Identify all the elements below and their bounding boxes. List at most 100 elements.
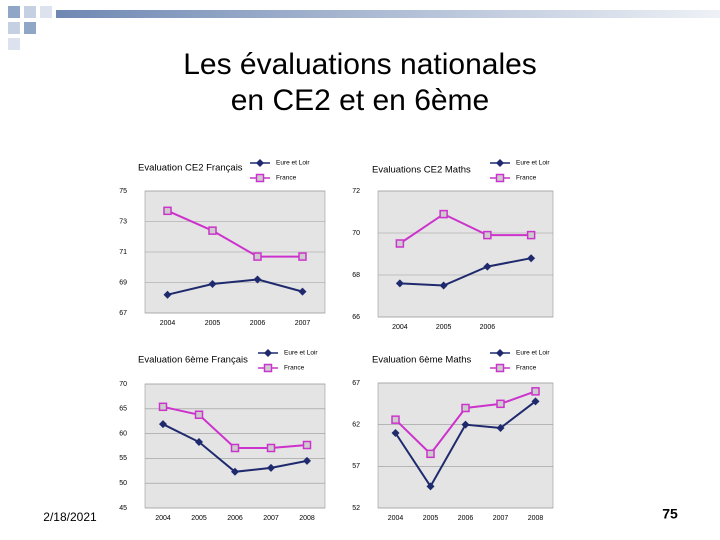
x-tick-label: 2005 (205, 320, 221, 327)
point (230, 443, 240, 453)
point (253, 275, 262, 284)
point (496, 349, 504, 357)
y-tick-label: 67 (119, 310, 127, 317)
point (531, 397, 540, 406)
chart-title: Evaluations CE2 Maths (372, 165, 471, 176)
slide-title: en CE2 et en 6ème (231, 84, 490, 117)
chart-title: Evaluation 6ème Maths (372, 355, 472, 366)
x-tick-label: 2007 (493, 515, 509, 522)
y-tick-label: 57 (352, 463, 360, 470)
y-tick-label: 75 (119, 188, 127, 195)
y-tick-label: 68 (352, 272, 360, 279)
y-tick-label: 52 (352, 505, 360, 512)
point (391, 415, 400, 424)
date: 2/18/2021 (43, 510, 97, 524)
series-line (399, 257, 532, 287)
point (256, 159, 264, 167)
x-tick-label: 2006 (480, 324, 496, 331)
legend-label: France (516, 175, 537, 182)
decoration (8, 6, 720, 50)
legend-label: Eure et Loir (284, 350, 318, 357)
x-tick-label: 2007 (295, 320, 311, 327)
point (527, 254, 536, 263)
y-tick-label: 72 (352, 188, 360, 195)
point (439, 281, 448, 290)
page-number: 75 (662, 506, 678, 522)
point (159, 420, 167, 429)
y-tick-label: 73 (119, 218, 127, 225)
legend-label: France (516, 365, 537, 372)
point (253, 252, 262, 261)
x-tick-label: 2006 (458, 515, 474, 522)
series-line (167, 209, 303, 258)
point (194, 410, 204, 420)
point (483, 230, 492, 240)
x-tick-label: 2004 (155, 515, 171, 522)
legend-label: Eure et Loir (276, 160, 310, 167)
x-tick-label: 2008 (528, 515, 544, 522)
series-line (167, 278, 303, 296)
point (483, 262, 492, 271)
x-tick-label: 2008 (299, 515, 315, 522)
x-tick-label: 2004 (160, 320, 176, 327)
x-tick-label: 2005 (191, 515, 207, 522)
chart-title: Evaluation CE2 Français (138, 163, 243, 174)
point (298, 287, 307, 296)
point (231, 467, 239, 476)
plot-area (377, 190, 554, 318)
point (461, 403, 470, 413)
point (496, 424, 505, 432)
y-tick-label: 66 (352, 314, 360, 321)
point (395, 239, 405, 248)
x-tick-label: 2006 (250, 320, 266, 327)
point (426, 482, 435, 491)
point (395, 279, 404, 288)
y-tick-label: 71 (119, 249, 127, 256)
point (531, 387, 540, 396)
point (267, 463, 275, 472)
point (439, 209, 448, 219)
legend-label: Eure et Loir (516, 160, 550, 167)
point (255, 173, 265, 183)
y-tick-label: 69 (119, 279, 127, 286)
legend-label: Eure et Loir (516, 350, 550, 357)
point (426, 449, 435, 459)
point (163, 290, 172, 299)
point (496, 159, 504, 167)
x-tick-label: 2004 (392, 324, 408, 331)
series-line (399, 212, 532, 245)
x-tick-label: 2006 (227, 515, 243, 522)
y-tick-label: 62 (352, 422, 360, 429)
y-tick-label: 67 (352, 380, 360, 387)
point (195, 438, 203, 447)
point (302, 440, 312, 450)
point (163, 206, 172, 216)
y-tick-label: 55 (119, 455, 127, 462)
legend-label: France (276, 175, 297, 182)
y-tick-label: 60 (119, 430, 127, 437)
y-tick-label: 45 (119, 505, 127, 512)
y-tick-label: 50 (119, 480, 127, 487)
point (303, 456, 311, 465)
x-tick-label: 2007 (263, 515, 279, 522)
y-tick-label: 65 (119, 406, 127, 413)
point (495, 173, 505, 183)
slide-title: Les évaluations nationales (183, 48, 537, 81)
point (298, 252, 307, 261)
point (208, 280, 217, 289)
point (496, 399, 505, 409)
x-tick-label: 2005 (436, 324, 452, 331)
point (158, 402, 168, 412)
point (495, 363, 505, 373)
x-tick-label: 2004 (388, 515, 404, 522)
point (266, 443, 276, 453)
y-tick-label: 70 (119, 381, 127, 388)
chart-title: Evaluation 6ème Français (138, 355, 248, 366)
point (526, 230, 536, 240)
point (391, 429, 400, 437)
legend-label: France (284, 365, 305, 372)
x-tick-label: 2005 (423, 515, 439, 522)
y-tick-label: 70 (352, 230, 360, 237)
point (263, 363, 273, 373)
